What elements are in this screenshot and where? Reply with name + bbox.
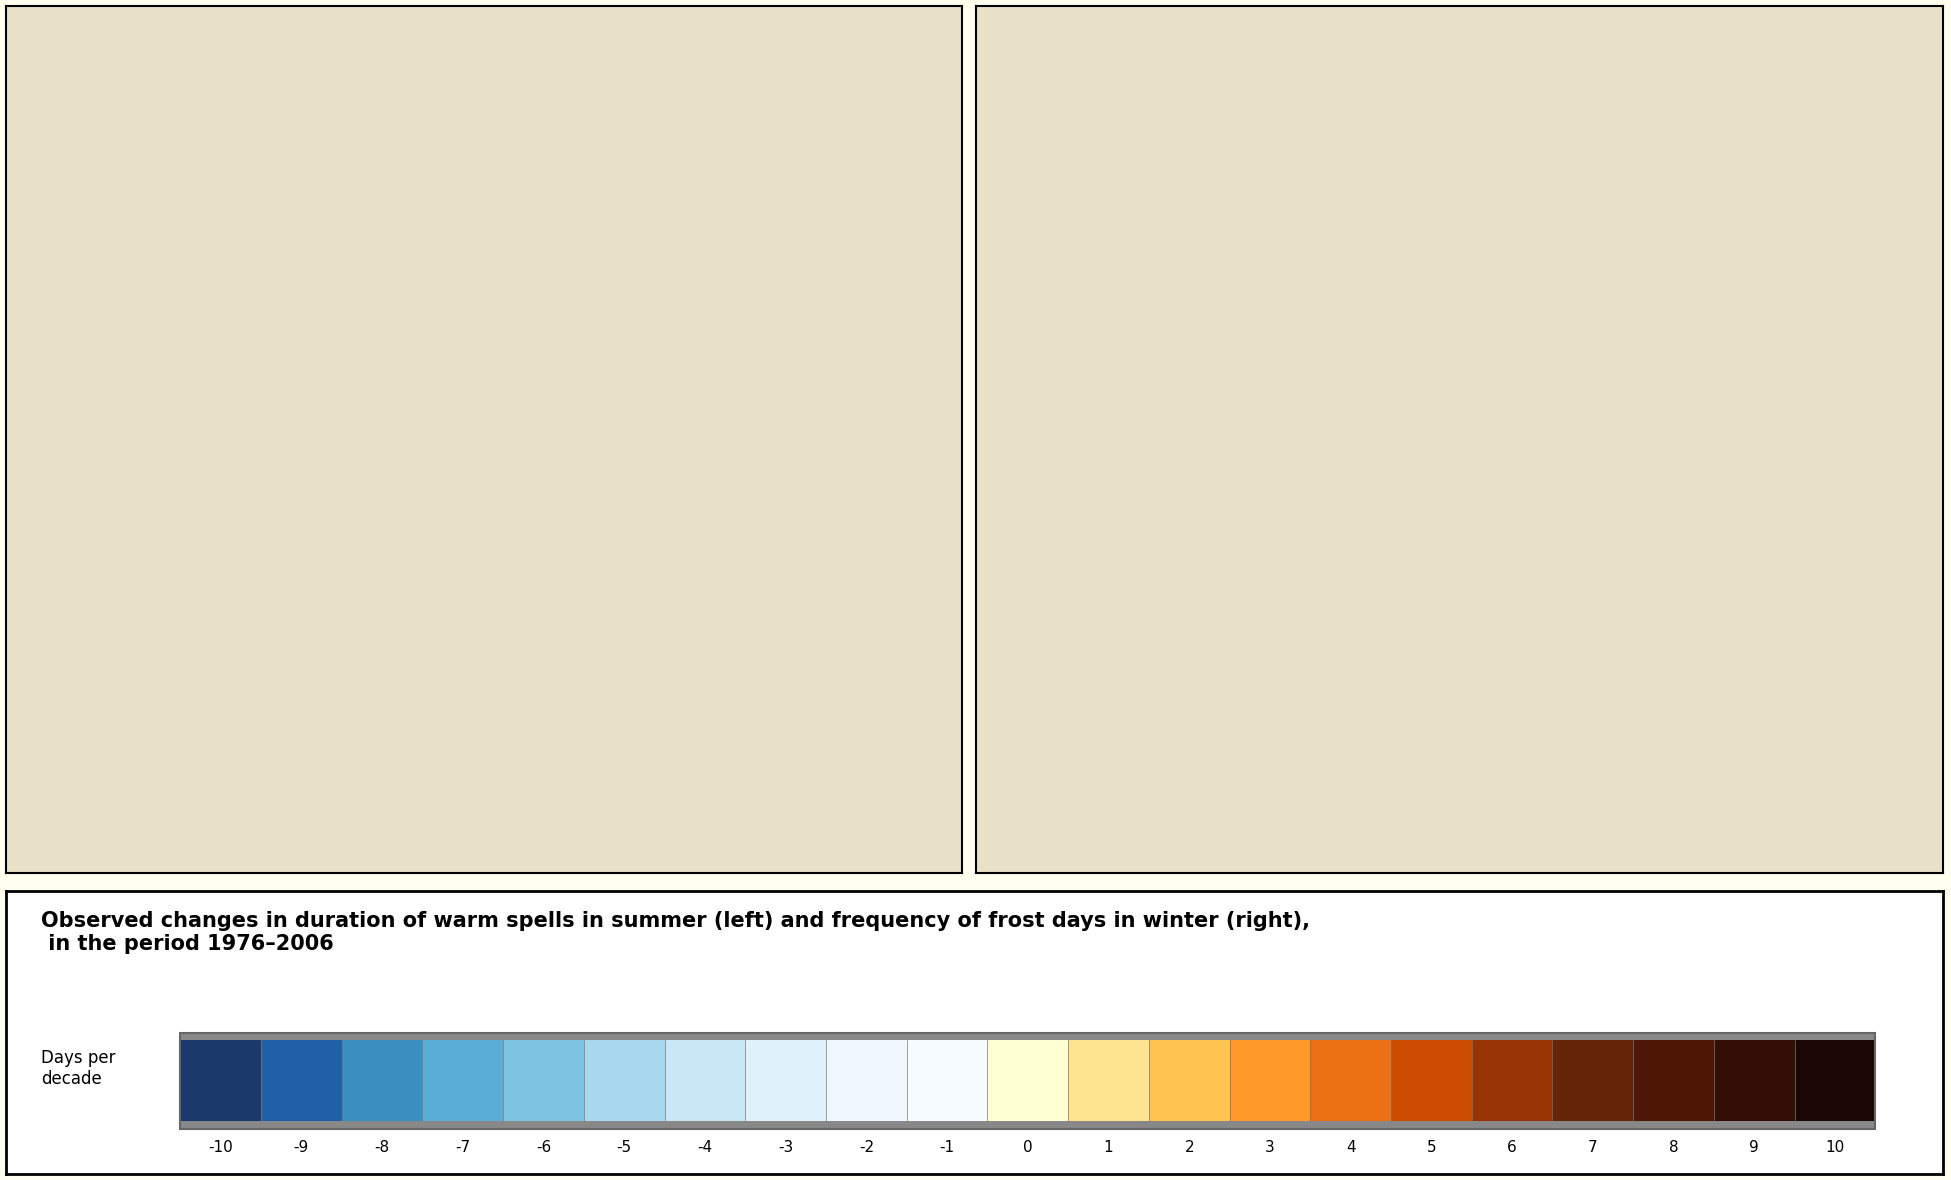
Bar (987, 1041, 1067, 1121)
Text: -9: -9 (295, 1140, 308, 1155)
Bar (825, 1041, 907, 1121)
Bar (1633, 1041, 1713, 1121)
Text: 3: 3 (1264, 1140, 1274, 1155)
Text: 1: 1 (1104, 1140, 1114, 1155)
Bar (421, 1041, 503, 1121)
Bar (1795, 1041, 1875, 1121)
Bar (1149, 1041, 1229, 1121)
Bar (745, 1041, 825, 1121)
Bar (1067, 1041, 1149, 1121)
Bar (907, 1041, 987, 1121)
Text: 0: 0 (1022, 1140, 1032, 1155)
Bar (179, 1032, 1875, 1129)
Text: -8: -8 (375, 1140, 390, 1155)
Text: 5: 5 (1426, 1140, 1436, 1155)
Text: -6: -6 (537, 1140, 550, 1155)
Bar (179, 1121, 1875, 1129)
Text: -7: -7 (455, 1140, 470, 1155)
Text: 2: 2 (1184, 1140, 1194, 1155)
Text: 7: 7 (1588, 1140, 1598, 1155)
Bar (261, 1041, 341, 1121)
Bar (179, 1032, 1875, 1041)
Bar (1713, 1041, 1795, 1121)
Text: 6: 6 (1508, 1140, 1518, 1155)
Text: 4: 4 (1346, 1140, 1356, 1155)
Text: 8: 8 (1668, 1140, 1678, 1155)
Text: -10: -10 (209, 1140, 232, 1155)
Text: -3: -3 (778, 1140, 794, 1155)
Text: -1: -1 (940, 1140, 954, 1155)
Bar (1553, 1041, 1633, 1121)
Bar (1229, 1041, 1311, 1121)
Bar (1391, 1041, 1471, 1121)
Text: -4: -4 (697, 1140, 712, 1155)
Bar (503, 1041, 583, 1121)
Text: Days per
decade: Days per decade (41, 1049, 115, 1088)
Text: Observed changes in duration of warm spells in summer (left) and frequency of fr: Observed changes in duration of warm spe… (41, 911, 1309, 953)
Bar (665, 1041, 745, 1121)
Bar (179, 1041, 261, 1121)
Bar (1471, 1041, 1553, 1121)
Text: -2: -2 (858, 1140, 874, 1155)
Text: -5: -5 (617, 1140, 632, 1155)
Bar (341, 1041, 421, 1121)
Bar (583, 1041, 665, 1121)
Text: 9: 9 (1750, 1140, 1760, 1155)
Text: 10: 10 (1826, 1140, 1844, 1155)
Bar (1311, 1041, 1391, 1121)
